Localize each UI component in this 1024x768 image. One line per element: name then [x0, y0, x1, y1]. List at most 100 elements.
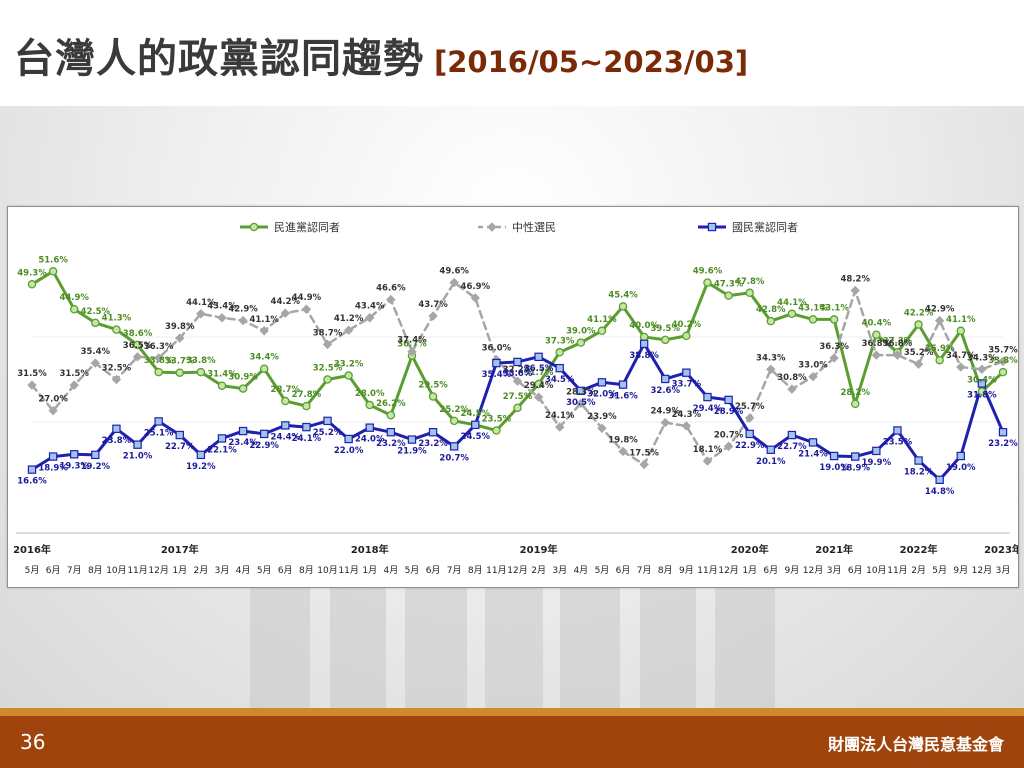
data-point-kmt	[766, 445, 776, 454]
month-tick-label: 5月	[405, 565, 420, 576]
data-label-neutral: 32.2%	[503, 365, 533, 375]
data-label-dpp: 45.4%	[608, 290, 638, 300]
legend-label: 國民黨認同者	[732, 220, 798, 234]
party-identification-line-chart: 民進黨認同者 中性選民 國民黨認同者 49.3%51.6%44.9%42.5%41.…	[13, 220, 1018, 576]
data-point-dpp	[618, 302, 628, 311]
data-point-neutral	[723, 441, 734, 452]
data-point-kmt	[91, 450, 100, 460]
data-point-dpp	[27, 280, 37, 289]
year-tick-label: 2019年	[520, 543, 558, 556]
data-label-neutral: 41.1%	[249, 315, 279, 325]
year-tick-label: 2017年	[161, 543, 199, 556]
data-label-kmt: 31.8%	[967, 390, 997, 400]
data-label-kmt: 25.2%	[313, 428, 343, 438]
data-point-neutral	[744, 413, 755, 423]
data-label-dpp: 28.7%	[271, 385, 301, 395]
data-label-kmt: 19.0%	[946, 463, 976, 473]
data-point-dpp	[534, 379, 543, 389]
data-label-dpp: 37.3%	[883, 336, 913, 346]
data-point-dpp	[808, 315, 818, 324]
data-label-dpp: 47.3%	[714, 280, 744, 290]
data-label-dpp: 49.6%	[693, 267, 723, 277]
data-point-kmt	[724, 395, 733, 405]
data-point-neutral	[428, 311, 438, 321]
month-tick-label: 3月	[827, 565, 842, 576]
data-point-dpp	[175, 368, 185, 377]
data-point-kmt	[407, 435, 417, 444]
data-point-neutral	[175, 333, 185, 343]
footer-stripe	[0, 708, 1024, 716]
legend-label: 中性選民	[512, 220, 556, 234]
data-point-kmt	[597, 378, 607, 387]
series-line-neutral	[30, 281, 1005, 466]
month-tick-label: 11月	[338, 565, 358, 576]
data-point-kmt	[344, 434, 353, 444]
data-label-kmt: 38.8%	[629, 351, 659, 361]
data-label-neutral: 46.9%	[461, 282, 491, 292]
data-label-kmt: 24.0%	[355, 435, 385, 445]
data-label-neutral: 32.5%	[102, 364, 132, 374]
data-label-neutral: 36.0%	[482, 344, 512, 354]
month-tick-label: 8月	[299, 565, 314, 576]
data-label-dpp: 41.3%	[102, 314, 132, 324]
data-label-neutral: 35.2%	[904, 348, 934, 358]
month-tick-label: 12月	[803, 565, 823, 576]
data-point-neutral	[808, 371, 818, 382]
data-label-neutral: 19.8%	[608, 435, 638, 445]
data-label-neutral: 35.4%	[81, 347, 111, 357]
data-point-neutral	[850, 285, 860, 296]
data-point-neutral	[913, 359, 924, 369]
data-point-kmt	[956, 451, 965, 461]
data-label-dpp: 36.7%	[397, 340, 427, 350]
data-point-neutral	[132, 352, 143, 362]
data-point-dpp	[914, 320, 923, 329]
data-label-neutral: 31.5%	[59, 369, 89, 379]
data-label-kmt: 23.2%	[418, 439, 448, 449]
data-point-kmt	[302, 422, 311, 432]
data-label-neutral: 17.5%	[629, 449, 659, 459]
data-point-dpp	[238, 384, 248, 393]
page-number: 36	[20, 730, 46, 754]
data-label-neutral: 34.7%	[946, 351, 976, 361]
month-tick-label: 8月	[468, 565, 483, 576]
data-point-neutral	[639, 459, 649, 470]
chart-panel: 民進黨認同者 中性選民 國民黨認同者 49.3% 51.6% 44.9% 42.5% 41.…	[7, 206, 1019, 588]
data-point-dpp	[154, 367, 163, 377]
year-tick-label: 2018年	[351, 543, 389, 556]
data-label-kmt: 22.7%	[777, 442, 807, 452]
data-point-neutral	[48, 405, 58, 416]
data-label-kmt: 32.0%	[587, 389, 617, 399]
data-point-neutral	[111, 374, 122, 385]
data-point-kmt	[893, 426, 902, 435]
data-label-dpp: 41.1%	[946, 315, 976, 325]
month-tick-label: 1月	[172, 565, 187, 576]
data-point-kmt	[703, 392, 712, 402]
data-point-neutral	[512, 376, 523, 386]
data-point-dpp	[492, 426, 501, 435]
month-tick-label: 5月	[25, 565, 40, 576]
data-label-dpp: 33.8%	[186, 356, 216, 366]
month-tick-label: 11月	[697, 565, 717, 576]
data-point-dpp	[872, 330, 881, 339]
data-point-dpp	[703, 278, 712, 287]
data-label-kmt: 22.7%	[165, 442, 195, 452]
data-point-neutral	[597, 423, 607, 433]
month-tick-label: 3月	[552, 565, 567, 576]
data-label-kmt: 18.2%	[904, 468, 934, 478]
data-label-dpp: 51.6%	[38, 255, 68, 265]
legend-label: 民進黨認同者	[274, 220, 340, 234]
footer-bar: 36 財團法人台灣民意基金會	[0, 716, 1024, 768]
month-tick-label: 12月	[148, 565, 168, 576]
data-point-neutral	[322, 339, 333, 350]
data-labels: 49.3%51.6%44.9%42.5%41.3%38.6%33.8%33.7%…	[17, 255, 1018, 497]
data-point-dpp	[555, 348, 564, 357]
data-label-kmt: 23.5%	[883, 438, 913, 448]
data-label-dpp: 27.5%	[503, 392, 533, 402]
data-point-dpp	[597, 326, 607, 336]
data-point-neutral	[660, 417, 670, 428]
month-tick-label: 6月	[763, 565, 778, 576]
data-label-kmt: 14.8%	[925, 487, 955, 497]
title-date-range: [2016/05~2023/03]	[434, 45, 749, 79]
data-label-neutral: 35.7%	[988, 345, 1018, 355]
data-label-kmt: 22.0%	[334, 446, 364, 456]
